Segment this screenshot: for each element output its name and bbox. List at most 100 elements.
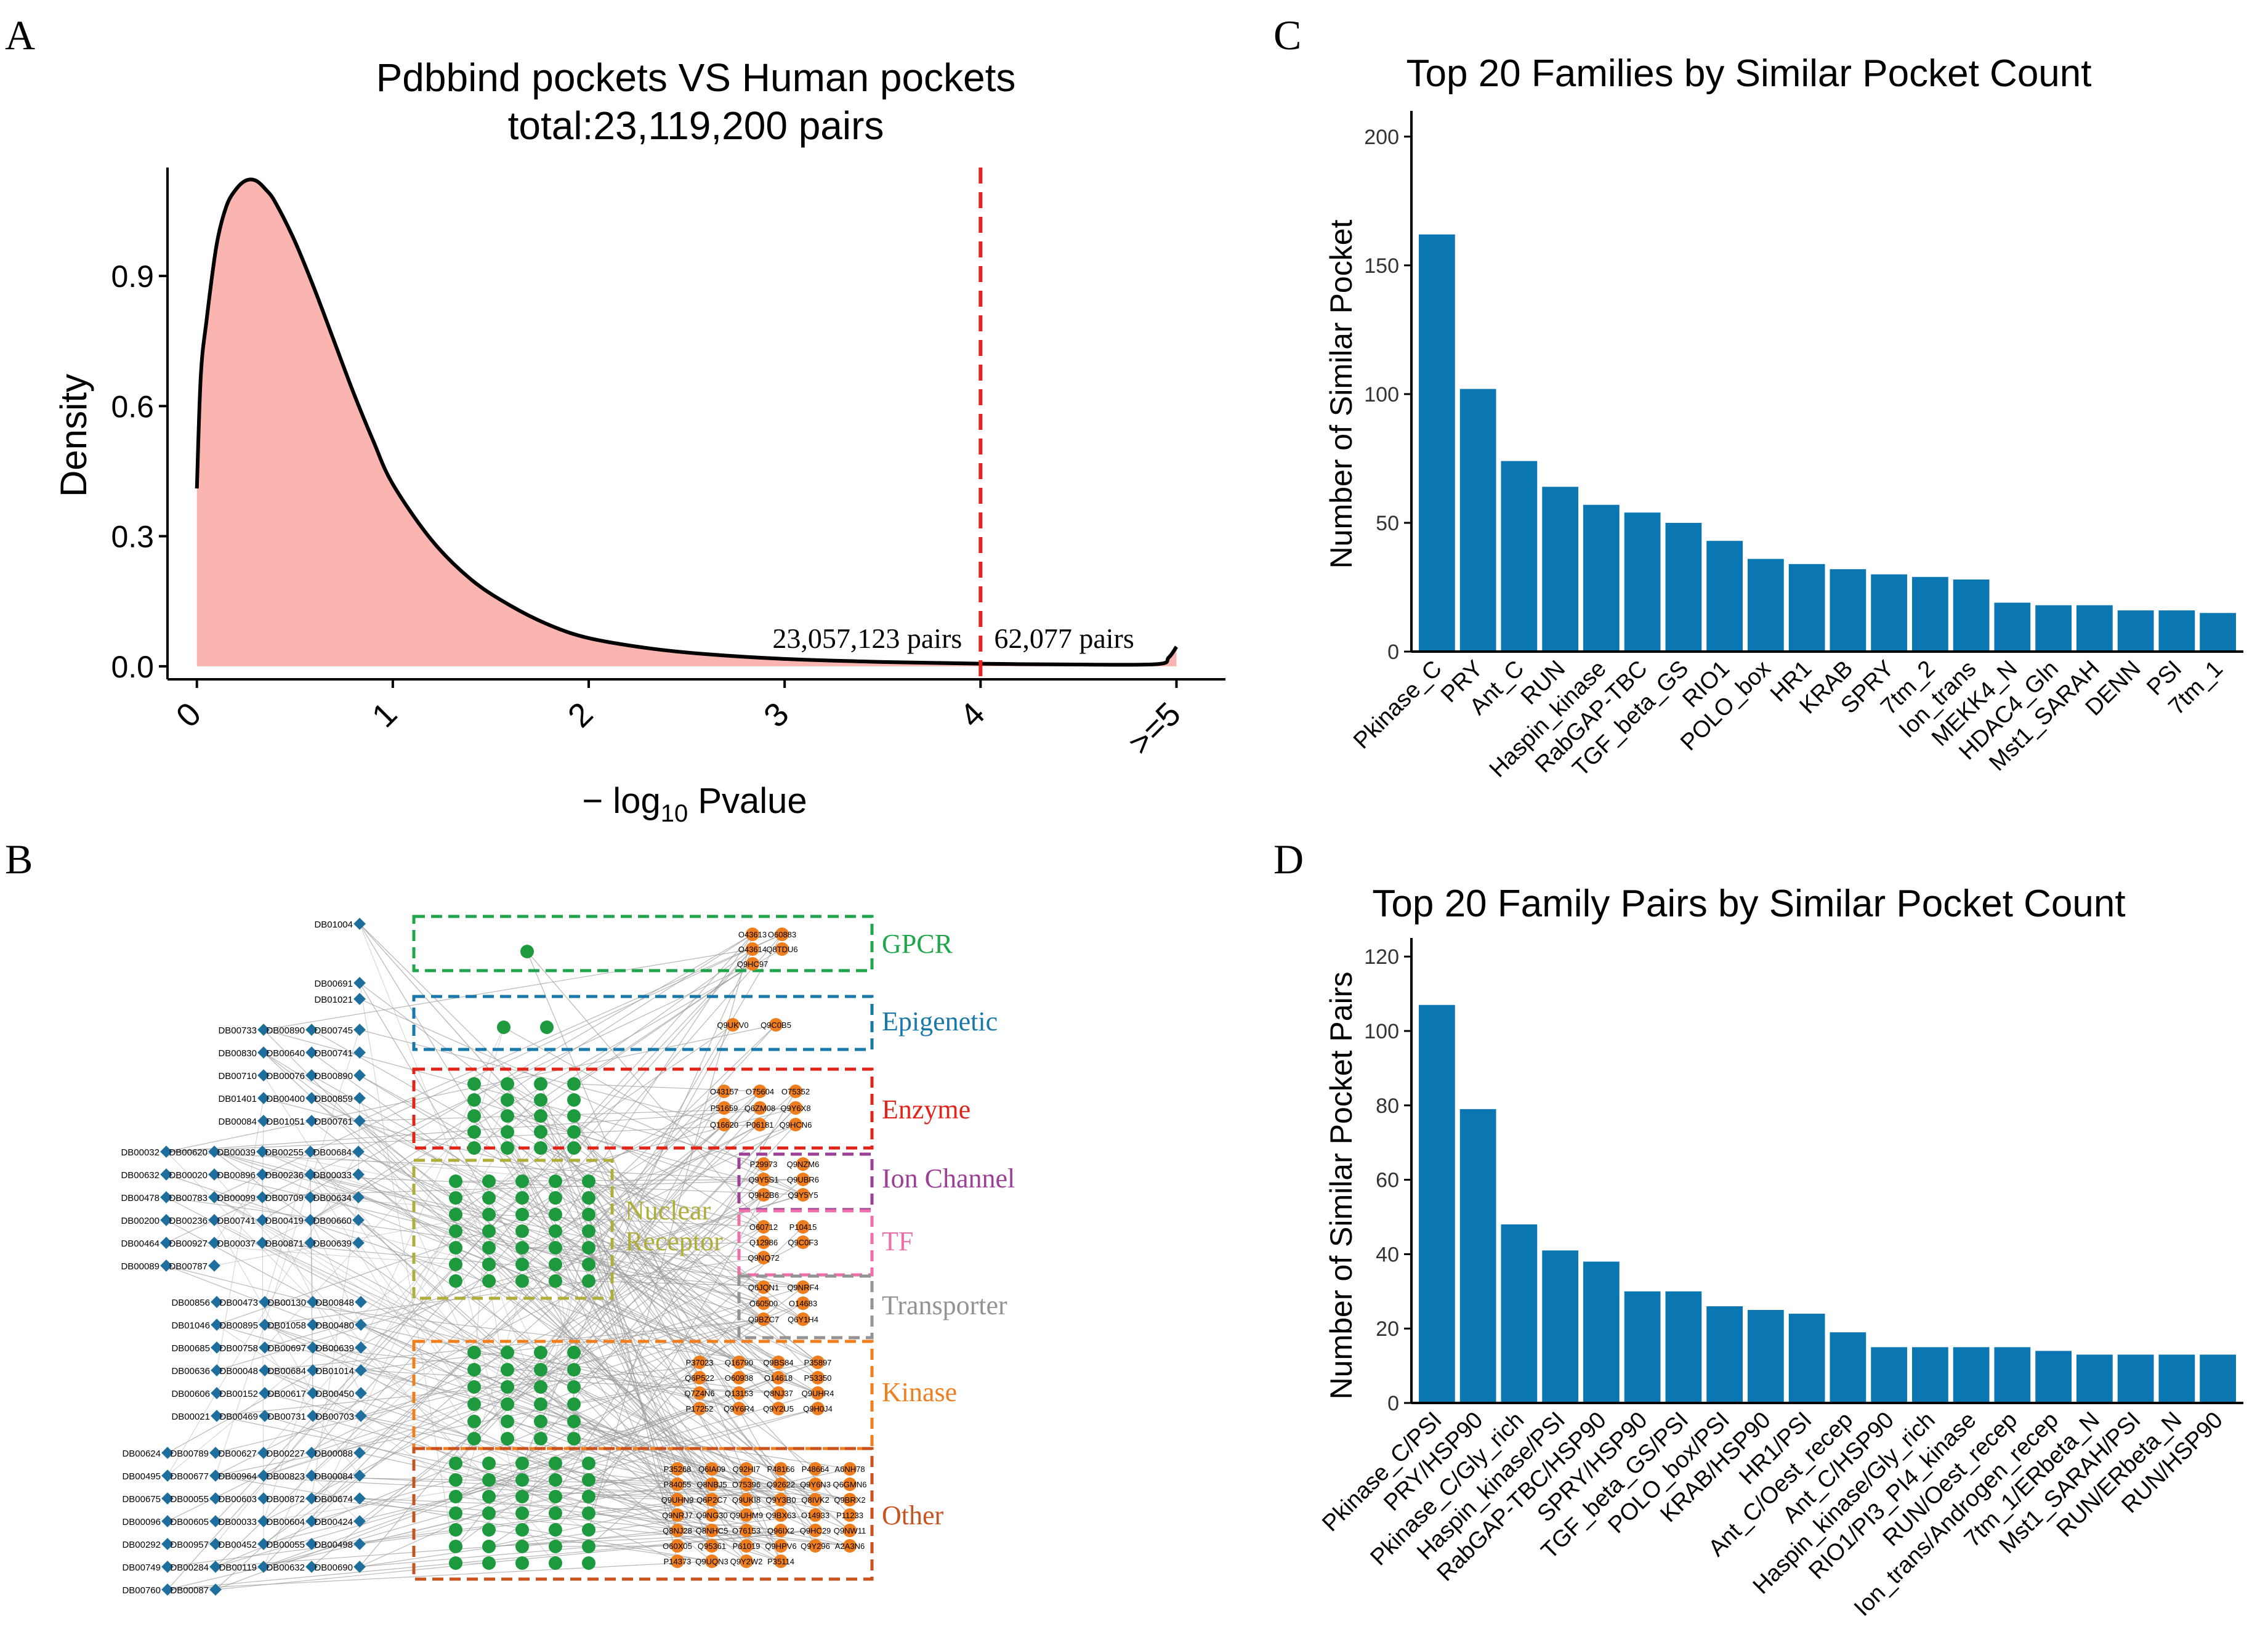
drug-node — [305, 1024, 318, 1036]
drug-label: DB00745 — [314, 1025, 353, 1036]
interaction-edge — [167, 1181, 523, 1476]
interaction-edge — [262, 1174, 804, 1195]
target-node — [501, 1363, 514, 1376]
target-label: P53350 — [804, 1373, 832, 1383]
target-node — [671, 1462, 684, 1476]
target-node — [746, 928, 759, 941]
interaction-edge — [555, 1124, 796, 1248]
target-node — [567, 1380, 581, 1394]
target-label: P84055 — [664, 1480, 692, 1489]
target-label: Q9NRJ7 — [662, 1511, 693, 1520]
drug-node — [305, 1069, 318, 1081]
drug-node — [307, 1387, 319, 1399]
y-tick-label: 0.6 — [111, 389, 154, 424]
drug-node — [305, 1115, 318, 1127]
interaction-edge — [311, 1194, 764, 1567]
drug-label: DB00055 — [266, 1540, 305, 1550]
bar-POLO_box — [1748, 559, 1784, 652]
group-label: GPCR — [882, 929, 953, 959]
interaction-edge — [522, 1247, 764, 1258]
bar-RIO1 — [1706, 541, 1743, 652]
target-node — [757, 1296, 770, 1310]
target-node — [467, 1363, 481, 1376]
drug-node — [305, 1538, 318, 1550]
target-node — [809, 1477, 822, 1491]
drug-node — [209, 1492, 222, 1505]
y-tick-label: 80 — [1376, 1094, 1399, 1118]
drug-label: DB00130 — [267, 1298, 306, 1308]
target-node — [549, 1540, 562, 1553]
drug-label: DB00284 — [170, 1562, 209, 1573]
target-node — [705, 1508, 719, 1522]
bar-Ant_C/HSP90 — [1871, 1347, 1907, 1403]
target-node — [515, 1224, 529, 1238]
drug-label: DB00236 — [169, 1216, 208, 1226]
target-node — [843, 1508, 857, 1522]
interaction-edge — [312, 1415, 781, 1546]
drug-label: DB00292 — [122, 1540, 161, 1550]
target-node — [449, 1506, 462, 1520]
interaction-edge — [522, 948, 753, 1464]
interaction-edge — [359, 1029, 725, 1125]
target-node — [467, 1125, 481, 1139]
target-node — [796, 1173, 810, 1186]
drug-node — [305, 1492, 318, 1505]
bar-RIO1/PI3_PI4_kinase — [1953, 1347, 1990, 1403]
target-node — [789, 1101, 802, 1115]
target-node — [549, 1174, 562, 1188]
drug-node — [256, 1168, 268, 1181]
target-node — [732, 1386, 746, 1400]
drug-node — [353, 1092, 366, 1104]
target-node — [515, 1473, 529, 1487]
interaction-edge — [507, 1083, 764, 1288]
target-node — [467, 1077, 481, 1091]
interaction-edge — [573, 1091, 725, 1370]
target-node — [774, 1493, 788, 1506]
bar-Ion_trans/Androgen_recep — [2035, 1351, 2072, 1403]
chart-a-title: Pdbbind pockets VS Human pockets — [376, 55, 1016, 100]
interaction-edge — [522, 1484, 678, 1514]
interaction-edge — [573, 1226, 764, 1388]
drug-label: DB00037 — [217, 1239, 256, 1249]
bar-Ion_trans — [1953, 579, 1990, 652]
x-tick-label: 3 — [757, 695, 796, 735]
target-node — [582, 1208, 595, 1221]
target-node — [515, 1241, 529, 1255]
target-node — [497, 1021, 511, 1034]
target-node — [567, 1432, 581, 1445]
drug-label: DB00760 — [122, 1585, 161, 1596]
drug-node — [256, 1191, 268, 1203]
target-node — [449, 1174, 462, 1188]
target-node — [515, 1523, 529, 1537]
drug-node — [161, 1515, 174, 1527]
target-label: Q9NQ72 — [748, 1253, 779, 1263]
interaction-edge — [588, 1107, 725, 1198]
drug-node — [355, 1319, 367, 1331]
drug-label: DB00639 — [313, 1239, 352, 1249]
target-node — [549, 1208, 562, 1221]
target-node — [567, 1093, 581, 1107]
group-label: Other — [882, 1500, 944, 1530]
drug-node — [304, 1214, 317, 1226]
drug-label: DB01021 — [314, 995, 353, 1005]
target-node — [769, 1018, 783, 1032]
target-node — [482, 1191, 496, 1205]
target-node — [671, 1554, 684, 1568]
interaction-edge — [474, 1404, 747, 1546]
target-node — [582, 1540, 595, 1553]
interaction-edge — [503, 1027, 804, 1195]
drug-label: DB00890 — [266, 1025, 305, 1036]
target-node — [549, 1473, 562, 1487]
interaction-edge — [263, 1408, 818, 1567]
target-label: Q16620 — [710, 1120, 738, 1130]
target-label: P11233 — [836, 1511, 863, 1520]
drug-label: DB00419 — [265, 1216, 304, 1226]
target-node — [534, 1141, 547, 1155]
drug-node — [161, 1447, 174, 1459]
target-label: Q96IX2 — [767, 1526, 794, 1535]
interaction-edge — [359, 998, 804, 1195]
target-node — [567, 1397, 581, 1411]
panel-b-letter: B — [5, 836, 33, 883]
drug-label: DB00617 — [267, 1389, 306, 1399]
